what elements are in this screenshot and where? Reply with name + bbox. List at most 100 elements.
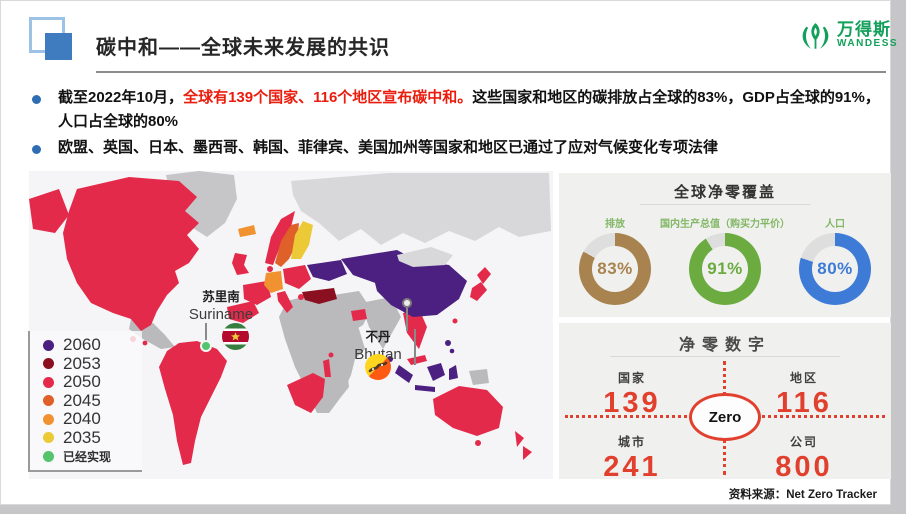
callout-suriname: 苏里南 Suriname — [187, 290, 255, 324]
map-region-denmark — [267, 266, 273, 272]
stat-value: 241 — [603, 451, 661, 483]
stat-value: 139 — [603, 387, 661, 419]
legend-dot-2060 — [43, 339, 54, 351]
map-region-madagascar — [339, 371, 349, 397]
callout-suriname-en: Suriname — [188, 305, 254, 323]
legend-item-achieved: 已经实现 — [43, 447, 142, 466]
map-region-ukraine — [307, 260, 347, 281]
stat-regions: 地区 116 — [739, 369, 869, 418]
map-region-philippines — [445, 340, 451, 346]
donut-value-population: 80% — [817, 259, 853, 278]
map-region-germany — [264, 271, 283, 293]
map-region-caribbean — [142, 340, 148, 346]
coverage-title-underline — [640, 204, 810, 205]
world-map-panel — [29, 171, 553, 479]
stat-label: 地区 — [789, 371, 818, 385]
stat-value: 116 — [776, 387, 832, 419]
slide: 碳中和——全球未来发展的共识 万得斯 WANDESS 截至2022年10月，全球… — [0, 0, 897, 505]
bullet-1-highlight: 全球有139个国家、116个地区宣布碳中和。 — [183, 89, 473, 106]
map-region-turkey — [302, 288, 337, 304]
map-region-south-africa — [287, 373, 325, 413]
map-region-sumatra — [395, 365, 413, 383]
page-title: 碳中和——全球未来发展的共识 — [96, 37, 390, 59]
donut-population: 80% — [799, 233, 871, 305]
map-region-uae — [351, 309, 367, 321]
bullet-1-pre: 截至2022年10月， — [58, 89, 184, 106]
map-region-japan-south — [470, 282, 487, 301]
legend-label: 已经实现 — [63, 449, 112, 464]
map-region-south-america — [159, 341, 227, 465]
logo-subname: WANDESS — [837, 37, 899, 49]
world-map — [29, 171, 553, 479]
source-note: 资料来源：Net Zero Tracker — [728, 489, 877, 501]
legend-dot-2053 — [43, 358, 54, 370]
map-region-philippines-2 — [449, 348, 455, 354]
legend-label: 2053 — [63, 353, 101, 373]
legend-label: 2040 — [63, 409, 101, 429]
bhutan-flag-icon — [365, 354, 391, 380]
map-region-iberia — [227, 301, 259, 323]
legend-item-2050: 2050 — [43, 372, 142, 392]
legend-dot-2040 — [43, 413, 54, 425]
donut-value-gdp: 91% — [707, 259, 743, 278]
bhutan-map-marker — [402, 298, 412, 308]
suriname-map-marker — [200, 340, 212, 352]
bullet-dot — [32, 145, 41, 154]
legend-label: 2035 — [63, 427, 101, 447]
legend-item-2053: 2053 — [43, 353, 142, 374]
legend-item-2045: 2045 — [43, 390, 142, 411]
stat-label: 城市 — [617, 435, 646, 449]
map-legend: 2060 2053 2050 2045 2040 2035 已经实现 — [28, 331, 142, 472]
map-region-france — [243, 281, 271, 305]
coverage-panel: 全球净零覆盖 排放 83% 国内生产总值（购买力平价） 91% 人口 80% — [559, 173, 891, 317]
donut-value-emissions: 83% — [597, 259, 633, 278]
map-region-greece — [298, 294, 304, 300]
map-region-papua — [469, 369, 489, 385]
map-region-russia — [291, 173, 551, 245]
bullet-2: 欧盟、英国、日本、墨西哥、韩国、菲律宾、美国加州等国家和地区已通过了应对气候变化… — [58, 139, 719, 156]
zero-badge-label: Zero — [708, 408, 742, 426]
map-region-java — [415, 385, 435, 392]
map-region-canada-usa — [63, 177, 199, 331]
bullet-1: 截至2022年10月，全球有139个国家、116个地区宣布碳中和。这些国家和地区… — [58, 86, 886, 134]
title-underline — [96, 71, 886, 73]
logo-name: 万得斯 — [837, 19, 891, 39]
legend-dot-achieved — [43, 450, 54, 462]
map-region-east-europe — [283, 265, 311, 289]
map-region-borneo — [427, 363, 445, 381]
legend-item-2060: 2060 — [43, 335, 142, 355]
coverage-title: 全球净零覆盖 — [673, 184, 776, 201]
legend-item-2035: 2035 — [43, 427, 142, 448]
map-region-kenya — [328, 352, 334, 358]
donut-emissions: 83% — [579, 233, 651, 305]
map-region-taiwan — [452, 318, 458, 324]
map-region-india — [361, 297, 401, 349]
netzero-title-underline — [610, 356, 840, 357]
stat-countries: 国家 139 — [567, 369, 697, 418]
callout-suriname-zh: 苏里南 — [202, 290, 240, 304]
zero-badge: Zero — [689, 393, 761, 441]
suriname-flag-icon — [222, 323, 249, 350]
legend-dot-2045 — [43, 395, 54, 407]
map-region-malawi — [323, 359, 331, 377]
logo: 万得斯 WANDESS — [799, 18, 898, 52]
bullet-1-post: 这些国家和地区的碳排放占全球的83%，GDP占全球的91%，人口占全球的80% — [58, 89, 880, 130]
donut-label-population: 人口 — [825, 219, 845, 230]
netzero-panel: 净零数字 Zero 国家 139 地区 116 城市 241 公司 800 — [559, 323, 891, 483]
donut-gdp: 91% — [689, 233, 761, 305]
stat-label: 公司 — [789, 435, 818, 449]
callout-bhutan-leader-line — [406, 303, 408, 331]
map-region-malaysia — [407, 355, 427, 365]
map-region-australia — [433, 386, 503, 436]
title-decor-filled-square — [45, 33, 72, 60]
donut-label-gdp: 国内生产总值（购买力平价） — [660, 219, 790, 230]
map-region-sulawesi — [449, 365, 458, 380]
map-region-mongolia — [397, 247, 453, 267]
callout-suriname-leader-line — [205, 323, 207, 342]
stat-label: 国家 — [617, 371, 646, 385]
map-region-new-zealand — [515, 431, 532, 460]
map-region-uk — [232, 253, 249, 275]
donut-label-emissions: 排放 — [605, 219, 625, 230]
legend-label: 2045 — [63, 390, 101, 410]
map-region-tasmania — [475, 440, 481, 446]
